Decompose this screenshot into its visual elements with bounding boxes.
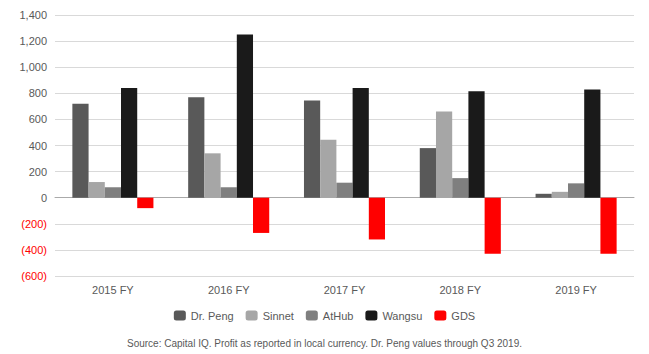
svg-text:600: 600 <box>29 113 47 125</box>
svg-text:1,000: 1,000 <box>19 61 47 73</box>
svg-text:0: 0 <box>41 192 47 204</box>
svg-text:(400): (400) <box>21 244 47 256</box>
svg-text:800: 800 <box>29 87 47 99</box>
svg-text:400: 400 <box>29 140 47 152</box>
svg-text:AtHub: AtHub <box>323 310 354 322</box>
svg-text:1,200: 1,200 <box>19 35 47 47</box>
svg-text:(600): (600) <box>21 270 47 282</box>
svg-text:(200): (200) <box>21 218 47 230</box>
svg-text:2017 FY: 2017 FY <box>324 284 366 296</box>
svg-text:2019 FY: 2019 FY <box>555 284 597 296</box>
svg-text:Sinnet: Sinnet <box>263 310 294 322</box>
svg-text:GDS: GDS <box>451 310 475 322</box>
svg-text:1,400: 1,400 <box>19 9 47 21</box>
svg-text:Source: Capital IQ. Profit as: Source: Capital IQ. Profit as reported i… <box>127 338 522 349</box>
svg-text:200: 200 <box>29 166 47 178</box>
svg-text:Wangsu: Wangsu <box>382 310 422 322</box>
svg-text:2016 FY: 2016 FY <box>208 284 250 296</box>
svg-text:Dr. Peng: Dr. Peng <box>191 310 234 322</box>
svg-text:2018 FY: 2018 FY <box>440 284 482 296</box>
svg-text:2015 FY: 2015 FY <box>92 284 134 296</box>
